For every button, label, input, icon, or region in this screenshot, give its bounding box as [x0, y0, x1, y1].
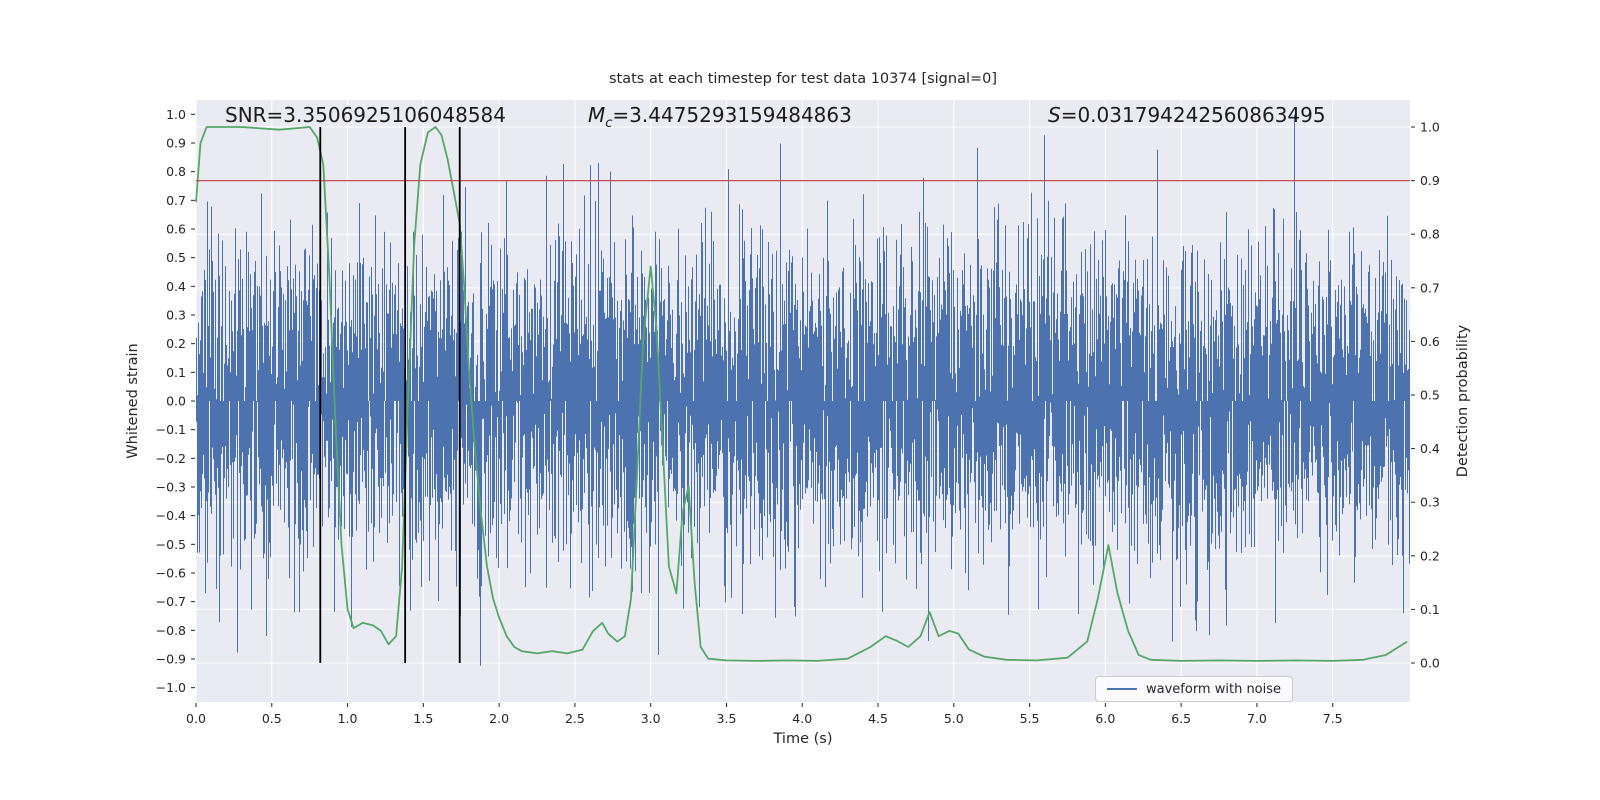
annotation-chirp-mass: Mc=3.4475293159484863 — [588, 103, 852, 131]
y-axis-label-right: Detection probability — [1455, 324, 1471, 478]
y-left-tick-label: −0.6 — [156, 566, 186, 581]
y-left-tick-label: 0.3 — [166, 308, 186, 323]
y-right-tick-label: 0.9 — [1420, 173, 1440, 188]
y-left-tick-label: 0.1 — [166, 365, 186, 380]
y-right-tick-label: 0.2 — [1420, 548, 1440, 563]
legend: waveform with noise — [1095, 676, 1294, 702]
x-tick-label: 0.5 — [262, 711, 282, 726]
annotation-mc-symbol: M — [588, 103, 606, 127]
y-left-tick-label: 0.4 — [166, 279, 186, 294]
y-left-tick-label: 0.6 — [166, 222, 186, 237]
y-left-tick-label: −0.1 — [156, 422, 186, 437]
y-left-tick-label: −0.8 — [156, 623, 186, 638]
y-left-tick-label: −0.4 — [156, 508, 186, 523]
y-left-tick-label: −0.3 — [156, 480, 186, 495]
x-tick-label: 2.0 — [489, 711, 509, 726]
annotation-s-stat: S=0.031794242560863495 — [1048, 103, 1326, 127]
chart-title: stats at each timestep for test data 103… — [608, 71, 998, 87]
event-markers — [319, 127, 461, 664]
x-axis-label: Time (s) — [773, 731, 833, 747]
x-tick-label: 4.5 — [868, 711, 888, 726]
x-tick-label: 0.0 — [186, 711, 206, 726]
y-left-tick-label: −0.9 — [156, 652, 186, 667]
y-left-tick-label: 1.0 — [166, 107, 186, 122]
y-left-tick-label: 0.9 — [166, 136, 186, 151]
x-tick-label: 5.5 — [1020, 711, 1040, 726]
detection-probability-line — [195, 126, 1408, 662]
x-tick-label: 6.0 — [1095, 711, 1115, 726]
y-right-tick-label: 0.1 — [1420, 602, 1440, 617]
x-tick-label: 1.0 — [338, 711, 358, 726]
y-left-tick-label: 0.2 — [166, 336, 186, 351]
y-left-tick-label: −0.2 — [156, 451, 186, 466]
y-left-tick-label: 0.5 — [166, 250, 186, 265]
y-right-tick-label: 0.6 — [1420, 334, 1440, 349]
x-tick-label: 3.5 — [717, 711, 737, 726]
y-right-tick-label: 0.7 — [1420, 280, 1440, 295]
y-right-tick-label: 0.8 — [1420, 227, 1440, 242]
y-right-tick-label: 1.0 — [1420, 120, 1440, 135]
x-tick-label: 1.5 — [413, 711, 433, 726]
x-tick-label: 4.0 — [792, 711, 812, 726]
y-right-tick-label: 0.5 — [1420, 388, 1440, 403]
x-tick-label: 3.0 — [641, 711, 661, 726]
y-right-tick-label: 0.3 — [1420, 495, 1440, 510]
y-axis-label-left: Whitened strain — [125, 343, 141, 459]
x-tick-label: 7.5 — [1323, 711, 1343, 726]
x-tick-label: 2.5 — [565, 711, 585, 726]
x-tick-label: 5.0 — [944, 711, 964, 726]
annotation-snr: SNR=3.3506925106048584 — [225, 103, 506, 127]
x-tick-label: 6.5 — [1171, 711, 1191, 726]
annotation-s-symbol: S — [1048, 103, 1061, 127]
noise-waveform — [196, 114, 1410, 666]
y-left-tick-label: −1.0 — [156, 680, 186, 695]
y-right-tick-label: 0.0 — [1420, 656, 1440, 671]
legend-line-swatch — [1107, 688, 1137, 690]
y-right-tick-label: 0.4 — [1420, 441, 1440, 456]
annotation-mc-subscript: c — [605, 116, 613, 131]
y-left-tick-label: 0.8 — [166, 164, 186, 179]
y-left-tick-label: 0.0 — [166, 394, 186, 409]
axis-ticks: 0.0 0.5 1.0 1.5 2.0 2.5 3.0 3.5 4.0 4.5 5.0 5.5 6.0 6… — [156, 107, 1440, 726]
annotation-s-value: =0.031794242560863495 — [1060, 103, 1326, 127]
legend-label: waveform with noise — [1146, 681, 1282, 697]
y-left-tick-label: −0.7 — [156, 594, 186, 609]
y-left-tick-label: −0.5 — [156, 537, 186, 552]
y-left-tick-label: 0.7 — [166, 193, 186, 208]
annotation-mc-value: =3.4475293159484863 — [612, 103, 852, 127]
x-tick-label: 7.0 — [1247, 711, 1267, 726]
